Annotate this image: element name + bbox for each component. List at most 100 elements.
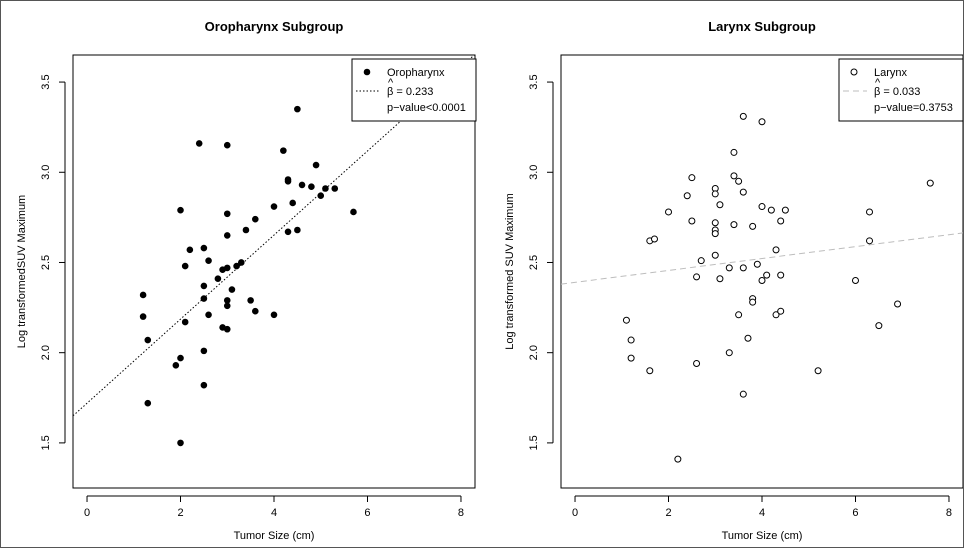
x-tick-label: 6: [364, 507, 370, 519]
data-point: [730, 148, 738, 156]
data-point: [177, 354, 184, 362]
data-point: [739, 188, 747, 196]
data-point: [749, 298, 757, 306]
x-axis: 0 2 4 6 8: [84, 495, 464, 519]
data-point: [195, 140, 203, 147]
data-point: [688, 174, 696, 182]
x-tick-label: 4: [271, 507, 277, 519]
data-point: [181, 262, 189, 270]
legend-series-label: Larynx: [874, 67, 908, 79]
data-point: [172, 362, 180, 369]
data-point: [725, 264, 733, 272]
y-axis-label: Log transformedSUV Maximum: [16, 195, 28, 348]
data-point: [777, 307, 785, 315]
data-point: [926, 179, 934, 187]
data-point: [270, 203, 278, 210]
data-point: [693, 273, 701, 281]
data-point: [814, 367, 822, 375]
data-point: [730, 221, 738, 229]
data-point: [177, 439, 184, 447]
legend-beta: β = 0.233: [387, 86, 433, 98]
legend-series-label: Oropharynx: [387, 67, 445, 79]
data-point: [894, 300, 902, 308]
data-point: [200, 381, 208, 389]
y-axis: 1.5 2.0 2.5 3.0 3.5: [40, 74, 66, 451]
data-point: [181, 318, 189, 326]
y-axis: 1.5 2.0 2.5 3.0 3.5: [528, 74, 554, 451]
chart-title: Larynx Subgroup: [708, 19, 816, 34]
data-point: [758, 118, 766, 126]
x-tick-label: 4: [759, 507, 765, 519]
y-tick-label: 2.0: [40, 345, 52, 360]
data-point: [200, 282, 208, 290]
x-tick-label: 8: [946, 507, 952, 519]
data-point: [186, 246, 194, 254]
regression-line: [561, 232, 963, 285]
data-point: [223, 325, 231, 333]
y-tick-label: 2.0: [528, 345, 540, 360]
chart-title: Oropharynx Subgroup: [205, 19, 344, 34]
x-axis-label: Tumor Size (cm): [234, 530, 315, 542]
data-point: [753, 260, 761, 268]
data-point: [711, 190, 719, 198]
x-axis-label: Tumor Size (cm): [722, 530, 803, 542]
data-point: [772, 311, 780, 319]
data-point: [247, 297, 254, 304]
legend-box: [838, 58, 964, 122]
x-axis: 0 2 4 6 8: [572, 495, 952, 519]
y-tick-label: 3.0: [528, 165, 540, 180]
data-point: [200, 295, 208, 302]
plot-frame: [72, 54, 476, 489]
data-point: [252, 215, 259, 223]
data-point: [697, 257, 705, 265]
data-point: [350, 208, 357, 216]
data-point: [777, 271, 785, 279]
x-tick-label: 8: [458, 507, 464, 519]
data-point: [739, 264, 747, 272]
data-point: [294, 226, 301, 234]
data-point: [725, 349, 733, 357]
y-tick-label: 1.5: [528, 435, 540, 450]
data-point: [280, 147, 287, 154]
data-point: [237, 259, 245, 266]
data-point: [716, 275, 724, 283]
data-point: [716, 201, 724, 209]
data-point: [233, 262, 240, 270]
data-point: [749, 222, 757, 230]
data-point: [744, 334, 752, 342]
data-point: [688, 217, 696, 225]
data-point: [665, 208, 673, 216]
data-point: [200, 244, 208, 252]
data-point: [214, 275, 222, 283]
data-point: [735, 177, 743, 185]
data-point: [284, 228, 292, 236]
data-point: [289, 199, 296, 207]
legend-marker: [363, 68, 371, 76]
data-point: [758, 203, 766, 211]
data-point: [683, 192, 691, 200]
x-tick-label: 0: [84, 507, 90, 519]
data-point: [242, 226, 250, 234]
data-point: [739, 112, 747, 120]
legend-pvalue: p−value<0.0001: [387, 102, 466, 114]
y-tick-label: 3.5: [40, 74, 52, 89]
data-point: [144, 336, 152, 344]
data-point: [711, 219, 719, 227]
data-points: [622, 112, 934, 463]
data-point: [223, 264, 231, 272]
data-point: [781, 206, 789, 214]
legend: Larynx β = 0.033^ p−value=0.3753: [838, 58, 964, 122]
data-point: [711, 251, 719, 259]
data-point: [223, 297, 231, 304]
data-point: [693, 360, 701, 368]
legend: Oropharynx β = 0.233^ p−value<0.0001: [351, 58, 477, 122]
beta-hat-icon: ^: [875, 77, 881, 89]
data-point: [322, 185, 329, 192]
data-point: [627, 336, 635, 344]
data-point: [627, 354, 635, 362]
data-point: [735, 311, 743, 319]
data-point: [622, 316, 630, 324]
data-point: [308, 183, 315, 191]
